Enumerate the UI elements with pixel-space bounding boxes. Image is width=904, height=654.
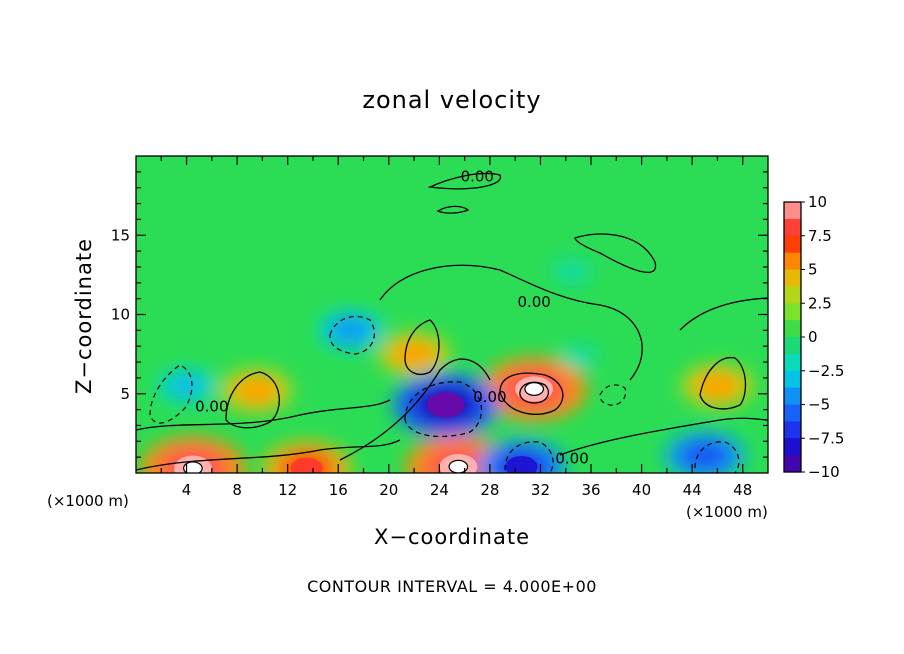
colorbar-band: [784, 353, 801, 371]
x-tick-label: 8: [232, 481, 242, 499]
contour-label: 0.00: [555, 450, 588, 468]
contour-line: [499, 372, 564, 415]
colorbar-tick-label: 2.5: [808, 294, 832, 312]
colorbar-tick-label: −7.5: [808, 429, 844, 447]
field-blob: [330, 317, 372, 344]
x-tick-label: 16: [329, 481, 348, 499]
colorbar-band: [784, 303, 801, 321]
colorbar-tick-label: 5: [808, 261, 818, 279]
negative-contours: [149, 315, 740, 473]
colorbar-tick-label: 0: [808, 328, 818, 346]
contour-label: 0.00: [473, 388, 506, 406]
contour-line: [436, 205, 470, 214]
y-tick-label: 15: [111, 226, 130, 244]
colorbar: 10 7.5 5 2.5 0 −2.5 −5 −7.5 −10: [783, 193, 844, 481]
contour-label: 0.00: [517, 293, 550, 311]
contour-interval-note: CONTOUR INTERVAL = 4.000E+00: [307, 577, 597, 596]
colorbar-band: [784, 387, 801, 405]
contour-line: [679, 297, 768, 331]
peak-core: [524, 382, 544, 396]
colorbar-band: [784, 269, 801, 287]
colorbar-tick-label: 7.5: [808, 227, 832, 245]
contour-label: 0.00: [461, 168, 494, 186]
colorbar-band: [784, 337, 801, 354]
x-tick-label: 36: [581, 481, 600, 499]
velocity-field: [136, 156, 768, 473]
negative-contour: [694, 441, 740, 473]
field-blob: [694, 371, 741, 401]
x-tick-label: 44: [683, 481, 702, 499]
x-tick-label: 4: [182, 481, 192, 499]
colorbar-band: [784, 320, 801, 337]
contour-line: [519, 381, 549, 404]
colorbar-tick-label: −5: [808, 396, 830, 414]
x-tick-label: 12: [278, 481, 297, 499]
x-tick-label: 40: [632, 481, 651, 499]
x-axis-label: X−coordinate: [374, 525, 530, 549]
field-blob: [168, 374, 205, 398]
contour-line: [339, 358, 491, 461]
contour-line: [427, 172, 501, 190]
field-blob: [390, 339, 438, 369]
field-blob: [558, 263, 586, 280]
negative-contour: [149, 364, 193, 424]
x-tick-label: 24: [430, 481, 449, 499]
negative-contour: [599, 384, 627, 406]
contour-line: [379, 264, 643, 381]
contour-label: 0.00: [195, 397, 228, 415]
field-blob: [678, 439, 731, 472]
colorbar-band: [784, 421, 801, 439]
x-tick-label: 32: [531, 481, 550, 499]
colorbar-tick-label: 10: [808, 193, 827, 211]
colorbar-band: [784, 286, 801, 304]
x-tick-label: 28: [480, 481, 499, 499]
colorbar-band: [784, 404, 801, 422]
y-tick-label: 5: [120, 385, 130, 403]
y-axis-label: Z−coordinate: [72, 238, 96, 394]
field-blob: [565, 349, 592, 366]
extreme-core: [290, 457, 323, 473]
colorbar-band: [784, 370, 801, 388]
colorbar-tick-label: −10: [808, 463, 840, 481]
contour-line: [136, 439, 401, 471]
contour-line: [574, 233, 657, 274]
y-tick-label: 10: [111, 306, 130, 324]
colorbar-band: [784, 252, 801, 270]
contour-line: [699, 357, 747, 410]
colorbar-band: [784, 455, 801, 472]
field-blob: [232, 375, 280, 406]
extreme-core: [426, 392, 465, 418]
extreme-core: [505, 455, 538, 473]
contour-line: [559, 417, 768, 456]
chart-title: zonal velocity: [362, 86, 542, 114]
contour-line: [136, 399, 391, 431]
colorbar-band: [784, 202, 801, 219]
x-tick-marks: [160, 156, 744, 473]
colorbar-tick-label: −2.5: [808, 362, 844, 380]
colorbar-band: [784, 438, 801, 456]
colorbar-band: [784, 218, 801, 236]
colorbar-band: [784, 235, 801, 253]
contour-line: [404, 319, 440, 375]
x-unit-left: (×1000 m): [47, 492, 129, 510]
contour-line: [225, 371, 280, 429]
x-tick-label: 48: [733, 481, 752, 499]
y-tick-marks: [136, 171, 768, 458]
x-tick-label: 20: [379, 481, 398, 499]
contour-lines: [136, 172, 768, 471]
x-unit-right: (×1000 m): [686, 503, 768, 521]
